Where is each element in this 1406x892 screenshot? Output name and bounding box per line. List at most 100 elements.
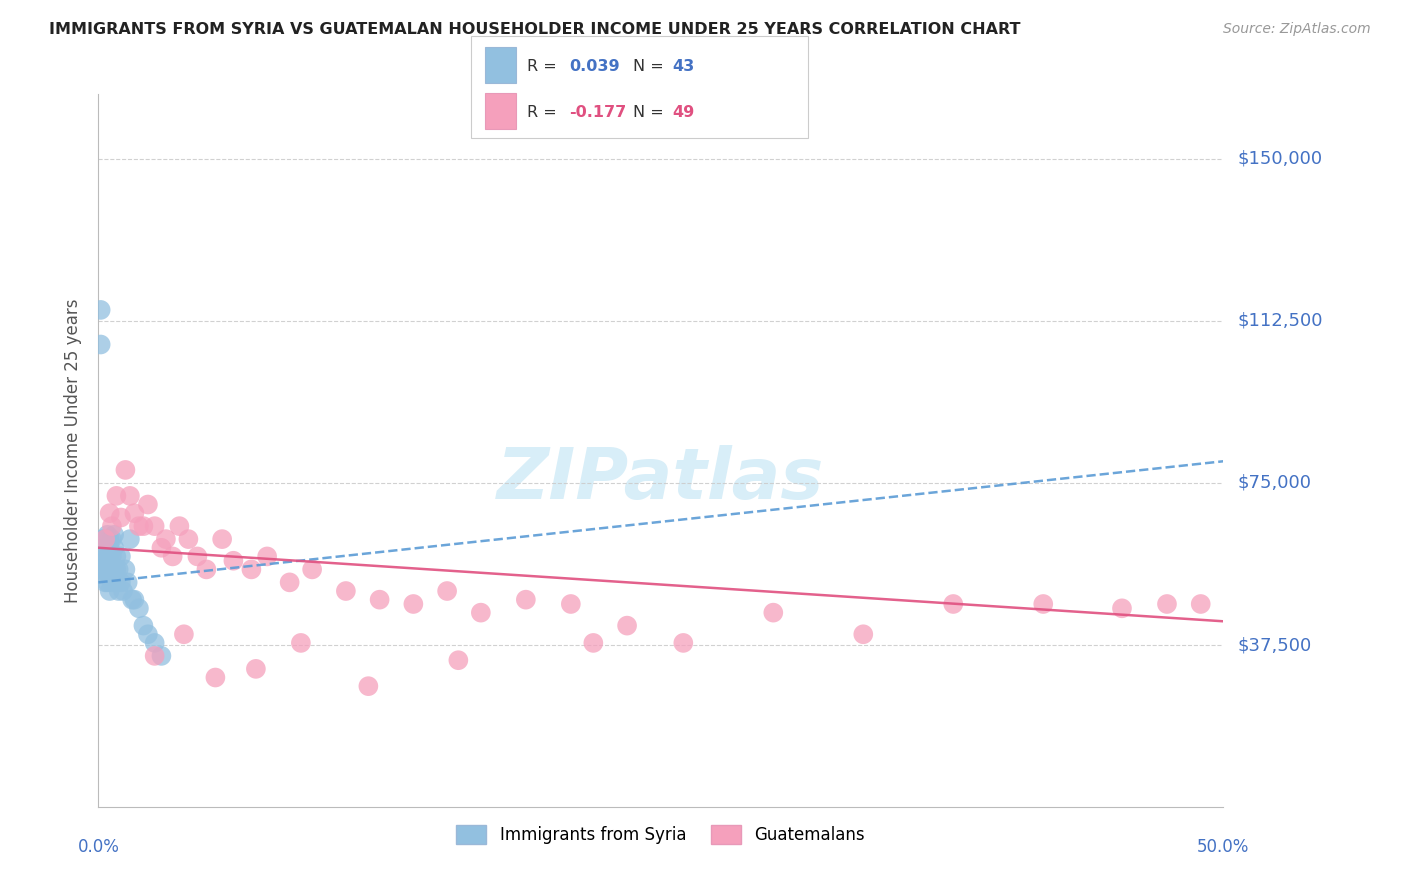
Point: [101, 532, 124, 546]
Point: [143, 519, 166, 533]
Point: [105, 549, 128, 564]
Point: [204, 671, 226, 685]
Text: R =: R =: [527, 105, 562, 120]
Point: [124, 592, 146, 607]
Point: [101, 575, 124, 590]
Point: [368, 592, 391, 607]
Point: [762, 606, 785, 620]
Point: [94, 575, 117, 590]
Point: [278, 575, 301, 590]
Point: [114, 562, 136, 576]
Point: [128, 519, 150, 533]
Point: [143, 636, 166, 650]
Text: $112,500: $112,500: [1237, 311, 1323, 330]
Point: [222, 554, 245, 568]
Point: [470, 606, 492, 620]
Text: N =: N =: [633, 59, 669, 74]
Point: [616, 618, 638, 632]
Text: R =: R =: [527, 59, 562, 74]
Point: [103, 541, 125, 555]
Point: [136, 627, 159, 641]
Point: [105, 562, 128, 576]
Text: $37,500: $37,500: [1237, 636, 1312, 654]
Point: [101, 562, 124, 576]
Point: [118, 532, 141, 546]
Point: [118, 489, 141, 503]
Point: [96, 528, 118, 542]
Point: [515, 592, 537, 607]
Point: [90, 337, 112, 351]
Point: [173, 627, 195, 641]
Point: [124, 506, 146, 520]
Point: [112, 584, 135, 599]
Point: [110, 575, 132, 590]
Point: [110, 549, 132, 564]
Point: [96, 549, 118, 564]
Point: [98, 506, 121, 520]
Point: [101, 519, 124, 533]
Point: [155, 532, 177, 546]
Point: [162, 549, 184, 564]
Point: [94, 541, 117, 555]
Point: [132, 618, 155, 632]
Point: [852, 627, 875, 641]
Point: [942, 597, 965, 611]
Point: [98, 541, 121, 555]
Text: -0.177: -0.177: [569, 105, 627, 120]
Point: [91, 549, 114, 564]
Point: [169, 519, 191, 533]
Point: [98, 532, 121, 546]
Point: [117, 575, 139, 590]
Point: [105, 489, 128, 503]
Point: [103, 528, 125, 542]
Point: [672, 636, 695, 650]
Point: [98, 566, 121, 581]
Point: [114, 463, 136, 477]
Text: ZIPatlas: ZIPatlas: [498, 444, 824, 514]
Point: [94, 532, 117, 546]
Point: [150, 541, 173, 555]
Text: Source: ZipAtlas.com: Source: ZipAtlas.com: [1223, 22, 1371, 37]
Point: [94, 562, 117, 576]
Point: [107, 584, 129, 599]
Point: [136, 498, 159, 512]
Point: [245, 662, 267, 676]
Point: [560, 597, 582, 611]
Point: [98, 584, 121, 599]
Point: [357, 679, 380, 693]
Point: [436, 584, 458, 599]
Point: [211, 532, 233, 546]
Point: [90, 302, 112, 317]
Point: [96, 575, 118, 590]
Point: [91, 532, 114, 546]
Point: [177, 532, 200, 546]
Text: $75,000: $75,000: [1237, 474, 1312, 491]
Point: [256, 549, 278, 564]
Point: [98, 554, 121, 568]
Text: 0.0%: 0.0%: [77, 838, 120, 855]
Text: IMMIGRANTS FROM SYRIA VS GUATEMALAN HOUSEHOLDER INCOME UNDER 25 YEARS CORRELATIO: IMMIGRANTS FROM SYRIA VS GUATEMALAN HOUS…: [49, 22, 1021, 37]
Y-axis label: Householder Income Under 25 years: Householder Income Under 25 years: [65, 298, 83, 603]
Point: [1111, 601, 1133, 615]
Point: [301, 562, 323, 576]
Point: [107, 562, 129, 576]
Point: [103, 562, 125, 576]
Point: [186, 549, 208, 564]
Point: [1032, 597, 1054, 611]
Point: [121, 592, 143, 607]
Point: [402, 597, 425, 611]
Text: 0.039: 0.039: [569, 59, 620, 74]
Point: [240, 562, 263, 576]
Point: [128, 601, 150, 615]
Point: [195, 562, 218, 576]
Text: 50.0%: 50.0%: [1197, 838, 1250, 855]
Point: [110, 510, 132, 524]
Point: [143, 648, 166, 663]
Point: [105, 575, 128, 590]
Text: 43: 43: [672, 59, 695, 74]
Point: [101, 549, 124, 564]
Text: 49: 49: [672, 105, 695, 120]
Point: [91, 562, 114, 576]
Point: [1189, 597, 1212, 611]
Legend: Immigrants from Syria, Guatemalans: Immigrants from Syria, Guatemalans: [449, 816, 873, 853]
